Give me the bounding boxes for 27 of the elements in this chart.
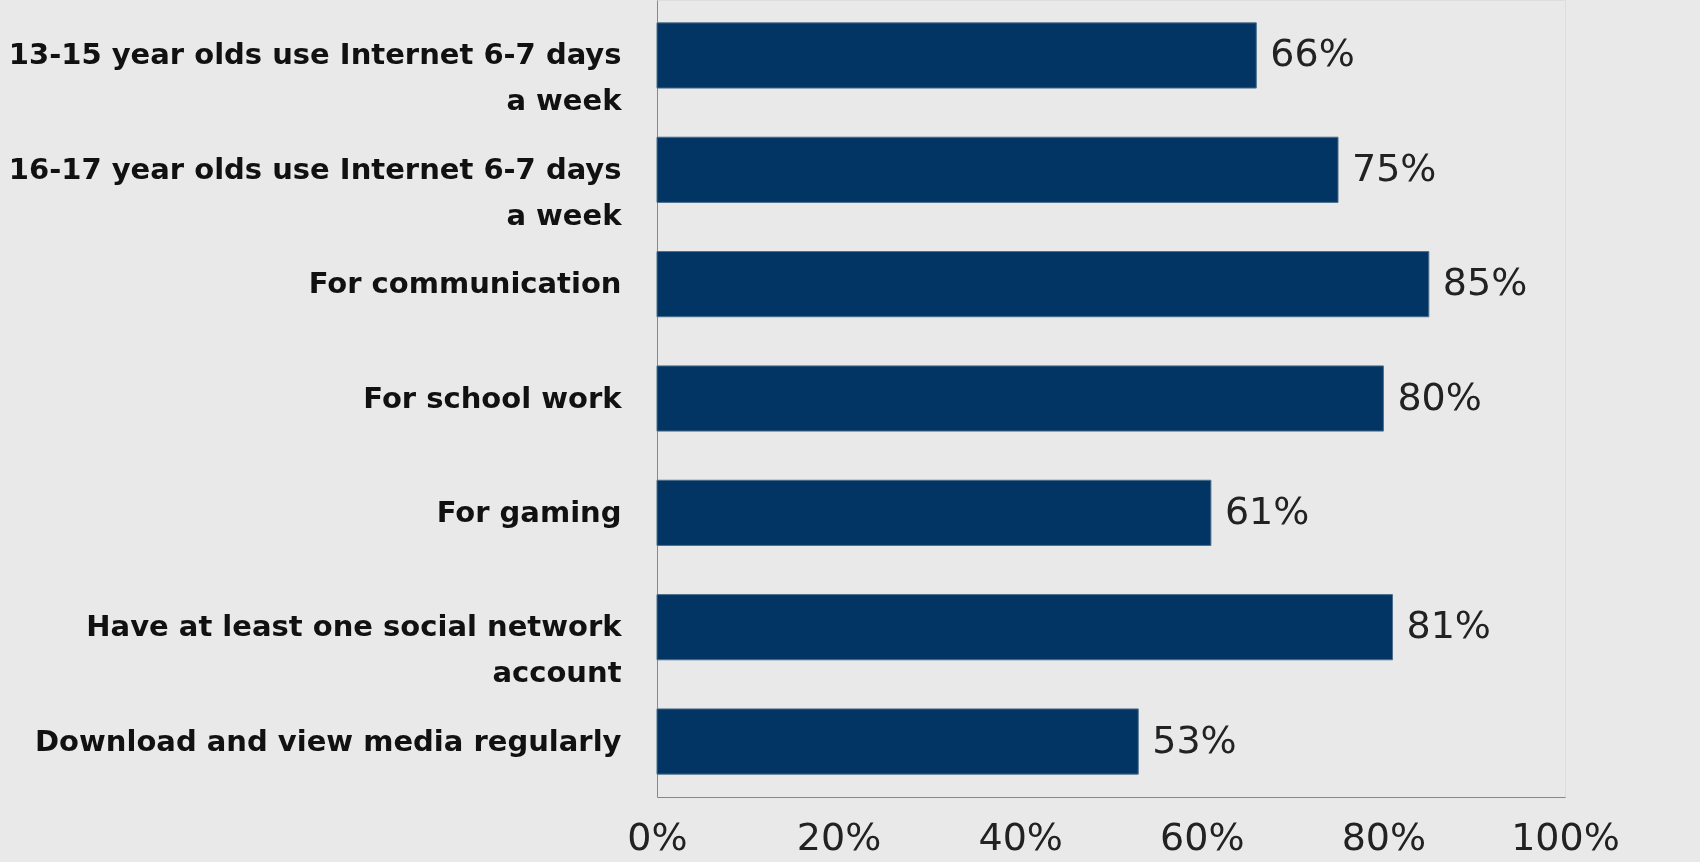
x-tick-label: 80% [1341, 814, 1427, 859]
bar [656, 365, 1384, 432]
bar [656, 22, 1257, 89]
x-tick-label: 20% [796, 814, 882, 859]
y-tick-label: 13-15 year olds use Internet 6-7 days a week [8, 37, 623, 118]
data-label: 66% [1270, 31, 1355, 76]
x-tick-label: 0% [627, 814, 688, 859]
x-tick-label: 60% [1160, 814, 1245, 859]
data-label: 75% [1352, 145, 1437, 190]
bar [656, 251, 1430, 318]
bar [656, 594, 1393, 661]
data-label: 81% [1406, 603, 1491, 648]
y-tick-label: Have at least one social network account [86, 609, 623, 690]
bar [656, 479, 1212, 546]
y-tick-label: Download and view media regularly [35, 723, 622, 758]
y-tick-label: For school work [363, 380, 623, 415]
bar [656, 708, 1139, 775]
data-label: 85% [1442, 260, 1528, 305]
x-tick-label: 100% [1511, 814, 1620, 859]
data-label: 61% [1224, 488, 1310, 533]
x-tick-label: 40% [978, 814, 1063, 859]
bar [656, 136, 1339, 203]
y-tick-label: 16-17 year olds use Internet 6-7 days a week [8, 151, 623, 232]
y-tick-label: For gaming [436, 494, 622, 529]
data-label: 53% [1152, 717, 1237, 762]
data-label: 80% [1397, 374, 1482, 419]
y-tick-label: For communication [308, 266, 622, 301]
